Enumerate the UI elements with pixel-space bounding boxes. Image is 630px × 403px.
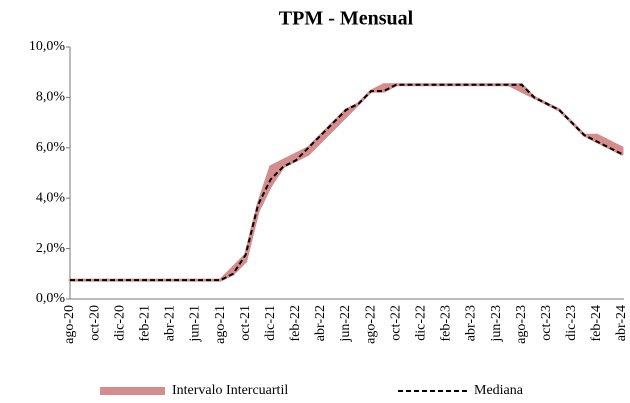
x-tick-label: oct-20 bbox=[87, 305, 102, 341]
x-tick-label: abr-23 bbox=[464, 305, 479, 341]
y-tick-label: 0,0% bbox=[36, 291, 66, 306]
x-tick-label: oct-21 bbox=[238, 305, 253, 341]
x-tick-label: abr-22 bbox=[313, 305, 328, 341]
y-tick-label: 8,0% bbox=[36, 90, 66, 105]
band-segment bbox=[231, 253, 248, 276]
x-tick-label: ago-20 bbox=[62, 305, 77, 344]
x-tick-label: feb-22 bbox=[288, 305, 303, 342]
chart-title: TPM - Mensual bbox=[279, 8, 414, 30]
x-tick-label: feb-24 bbox=[589, 305, 604, 342]
x-tick-label: dic-22 bbox=[413, 305, 428, 341]
band-segment bbox=[256, 165, 273, 213]
x-tick-label: abr-24 bbox=[614, 305, 629, 341]
x-tick-label: oct-23 bbox=[539, 305, 554, 341]
x-tick-label: ago-21 bbox=[213, 305, 228, 344]
x-tick-label: ago-23 bbox=[514, 305, 529, 344]
x-tick-label: dic-20 bbox=[112, 305, 127, 341]
y-tick-label: 2,0% bbox=[36, 241, 66, 256]
y-tick-label: 10,0% bbox=[29, 39, 66, 54]
x-tick-label: ago-22 bbox=[363, 305, 378, 344]
x-tick-label: oct-22 bbox=[388, 305, 403, 341]
x-tick-label: feb-21 bbox=[137, 305, 152, 342]
legend-label: Mediana bbox=[474, 383, 524, 398]
x-tick-label: jun-21 bbox=[188, 305, 203, 343]
legend-label: Intervalo Intercuartil bbox=[172, 383, 288, 398]
x-tick-label: jun-23 bbox=[489, 305, 504, 343]
median-line bbox=[70, 83, 623, 282]
x-tick-label: dic-23 bbox=[564, 305, 579, 341]
x-tick-label: feb-23 bbox=[439, 305, 454, 342]
x-tick-label: dic-21 bbox=[263, 305, 278, 341]
x-tick-label: abr-21 bbox=[163, 305, 178, 341]
band-segment bbox=[607, 140, 624, 156]
x-tick-label: jun-22 bbox=[338, 305, 353, 343]
y-tick-label: 4,0% bbox=[36, 190, 66, 205]
y-tick-label: 6,0% bbox=[36, 140, 66, 155]
